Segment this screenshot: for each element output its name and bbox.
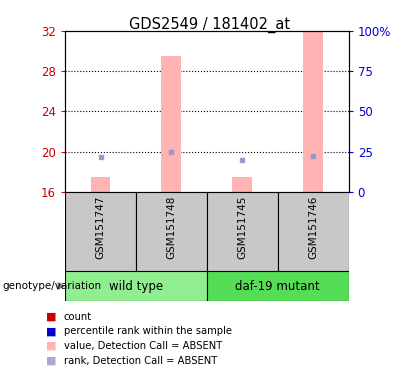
Bar — [232, 177, 252, 192]
Bar — [91, 177, 110, 192]
Text: daf-19 mutant: daf-19 mutant — [236, 280, 320, 293]
Text: GSM151746: GSM151746 — [308, 196, 318, 259]
Text: GDS2549 / 181402_at: GDS2549 / 181402_at — [129, 17, 291, 33]
Bar — [207, 192, 278, 271]
Text: percentile rank within the sample: percentile rank within the sample — [64, 326, 232, 336]
Text: ■: ■ — [46, 356, 57, 366]
Text: count: count — [64, 312, 92, 322]
Text: GSM151745: GSM151745 — [237, 196, 247, 259]
Text: rank, Detection Call = ABSENT: rank, Detection Call = ABSENT — [64, 356, 217, 366]
Bar — [136, 192, 207, 271]
Bar — [303, 31, 323, 192]
Bar — [65, 192, 136, 271]
Bar — [162, 56, 181, 192]
Text: genotype/variation: genotype/variation — [2, 281, 101, 291]
Text: wild type: wild type — [109, 280, 163, 293]
Text: ■: ■ — [46, 326, 57, 336]
Text: value, Detection Call = ABSENT: value, Detection Call = ABSENT — [64, 341, 222, 351]
Text: GSM151748: GSM151748 — [166, 196, 176, 259]
Text: ■: ■ — [46, 341, 57, 351]
Bar — [278, 192, 349, 271]
Text: ■: ■ — [46, 312, 57, 322]
Bar — [207, 271, 349, 301]
Text: GSM151747: GSM151747 — [95, 196, 105, 259]
Bar — [65, 271, 207, 301]
